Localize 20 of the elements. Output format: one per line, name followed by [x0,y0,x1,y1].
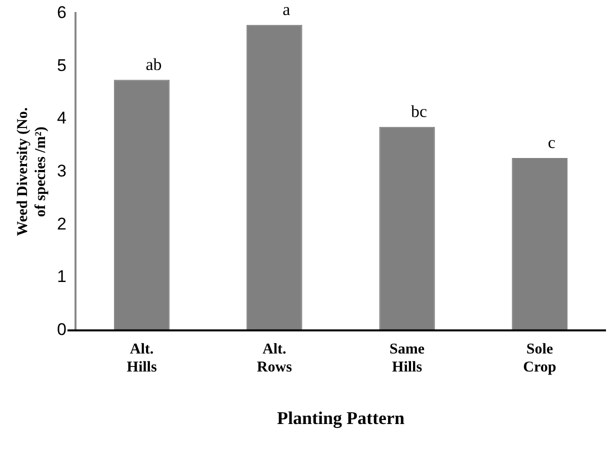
bar [379,126,435,330]
bar [114,80,170,330]
y-tick-label: 1 [56,267,66,286]
y-tick-label: 2 [56,214,66,234]
x-axis-title: Planting Pattern [276,408,404,428]
x-tick-label: Alt. Hills [126,341,157,376]
y-tick-label: 3 [56,161,66,180]
y-axis-title: Weed Diversity (No. of species /m²) [14,107,49,236]
y-tick-label: 5 [56,56,66,75]
y-tick-label: 6 [56,2,66,22]
annotation: c [548,133,556,152]
y-tick-label: 0 [56,320,66,340]
annotation: ab [146,54,162,74]
annotation: bc [411,102,428,121]
x-tick-label: Alt. Rows [256,341,292,376]
annotation: a [282,0,291,19]
bar [246,24,302,330]
x-tick-label: Same Hills [390,341,425,376]
x-tick-label: Sole Crop [523,341,556,376]
y-tick-label: 4 [56,108,66,128]
